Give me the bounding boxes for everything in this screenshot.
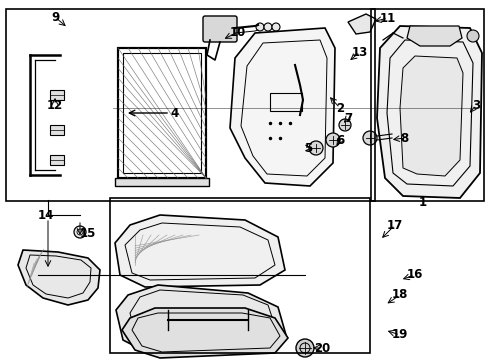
Bar bbox=[50, 155, 64, 165]
Text: 6: 6 bbox=[335, 134, 344, 147]
Text: 7: 7 bbox=[343, 112, 351, 125]
FancyBboxPatch shape bbox=[203, 16, 237, 42]
Circle shape bbox=[338, 119, 350, 131]
Text: 5: 5 bbox=[303, 141, 311, 154]
Polygon shape bbox=[18, 250, 100, 305]
Bar bbox=[110, 198, 369, 353]
Text: 11: 11 bbox=[379, 12, 395, 24]
Bar bbox=[269, 93, 302, 111]
Bar bbox=[370, 9, 483, 201]
Polygon shape bbox=[376, 26, 481, 198]
Text: 2: 2 bbox=[335, 102, 344, 114]
Text: 10: 10 bbox=[229, 26, 245, 39]
Bar bbox=[50, 125, 64, 135]
Circle shape bbox=[295, 339, 313, 357]
Text: 17: 17 bbox=[386, 219, 402, 231]
Polygon shape bbox=[122, 308, 287, 358]
Text: 9: 9 bbox=[51, 10, 59, 23]
Text: 3: 3 bbox=[471, 99, 479, 112]
Text: 18: 18 bbox=[391, 288, 407, 302]
Text: 4: 4 bbox=[170, 107, 179, 120]
Text: 16: 16 bbox=[406, 269, 422, 282]
Polygon shape bbox=[229, 28, 334, 186]
Circle shape bbox=[466, 30, 478, 42]
Polygon shape bbox=[347, 14, 375, 34]
Circle shape bbox=[362, 131, 376, 145]
Text: 12: 12 bbox=[47, 99, 63, 112]
Circle shape bbox=[308, 141, 323, 155]
Text: 13: 13 bbox=[351, 45, 367, 59]
Bar bbox=[6, 9, 374, 201]
Text: 20: 20 bbox=[313, 342, 329, 355]
FancyBboxPatch shape bbox=[287, 113, 321, 135]
Text: 15: 15 bbox=[80, 226, 96, 239]
Circle shape bbox=[264, 23, 271, 31]
Polygon shape bbox=[406, 26, 461, 46]
Circle shape bbox=[325, 133, 339, 147]
Circle shape bbox=[271, 23, 280, 31]
Circle shape bbox=[74, 226, 86, 238]
Bar bbox=[50, 90, 64, 100]
Polygon shape bbox=[116, 285, 285, 353]
Text: 19: 19 bbox=[391, 328, 407, 342]
Text: 14: 14 bbox=[38, 208, 54, 221]
Polygon shape bbox=[399, 56, 462, 176]
Bar bbox=[118, 48, 205, 178]
Circle shape bbox=[256, 23, 264, 31]
Text: 8: 8 bbox=[399, 131, 407, 144]
Polygon shape bbox=[115, 215, 285, 287]
Text: 1: 1 bbox=[418, 195, 426, 208]
Bar bbox=[118, 48, 205, 178]
Bar bbox=[123, 53, 201, 173]
Bar bbox=[115, 178, 208, 186]
